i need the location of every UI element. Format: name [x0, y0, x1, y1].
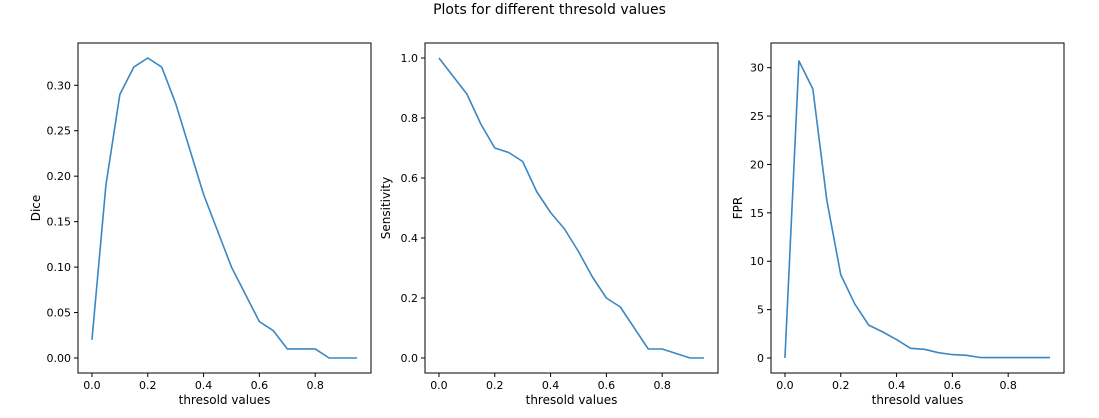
x-tick-label: 0.2: [832, 379, 850, 392]
series-line: [91, 57, 358, 359]
axes-frame: [770, 42, 1065, 374]
series-line: [438, 57, 705, 359]
y-tick-label: 1.0: [401, 52, 419, 65]
y-axis-label: Dice: [29, 195, 43, 222]
x-tick-label: 0.8: [653, 379, 671, 392]
axes-frame: [77, 42, 372, 374]
chart-panel-3: 0.0 0.2 0.4 0.6 0.8 0 5 10 15 20 25 30 thresold valu…: [731, 42, 1065, 407]
x-tick-label: 0.2: [486, 379, 504, 392]
x-tick-label: 0.6: [944, 379, 962, 392]
y-tick-label: 0.2: [401, 292, 419, 305]
y-tick-label: 0.00: [47, 352, 72, 365]
y-tick-label: 20: [750, 158, 764, 171]
y-tick-label: 25: [750, 110, 764, 123]
x-tick-label: 0.4: [542, 379, 560, 392]
y-tick-label: 10: [750, 255, 764, 268]
y-tick-label: 0.8: [401, 112, 419, 125]
x-tick-label: 0.0: [83, 379, 101, 392]
y-tick-label: 5: [757, 304, 764, 317]
x-tick-label: 0.4: [888, 379, 906, 392]
y-tick-label: 0.4: [401, 232, 419, 245]
y-axis-label: FPR: [731, 197, 745, 219]
y-tick-label: 0.6: [401, 172, 419, 185]
y-tick-label: 30: [750, 62, 764, 75]
x-axis-label: thresold values: [526, 393, 618, 407]
x-tick-label: 0.2: [139, 379, 157, 392]
y-tick-label: 0.20: [47, 170, 72, 183]
x-axis-label: thresold values: [872, 393, 964, 407]
x-tick-label: 0.6: [251, 379, 269, 392]
y-tick-label: 0.10: [47, 261, 72, 274]
axes-frame: [424, 42, 719, 374]
x-tick-label: 0.8: [306, 379, 324, 392]
y-tick-label: 0.25: [47, 125, 72, 138]
y-tick-label: 0: [757, 352, 764, 365]
figure-title: Plots for different thresold values: [433, 2, 666, 18]
series-line: [784, 60, 1051, 359]
chart-panel-1: 0.0 0.2 0.4 0.6 0.8 0.00 0.05 0.10 0.15 0.20 0.25 0…: [29, 42, 372, 407]
y-tick-label: 15: [750, 207, 764, 220]
y-tick-label: 0.30: [47, 79, 72, 92]
x-tick-label: 0.6: [598, 379, 616, 392]
y-tick-label: 0.15: [47, 216, 72, 229]
y-tick-label: 0.05: [47, 307, 72, 320]
x-tick-label: 0.0: [430, 379, 448, 392]
chart-panel-2: 0.0 0.2 0.4 0.6 0.8 0.0 0.2 0.4 0.6 0.8 1.0 thresol…: [379, 42, 719, 407]
x-axis-label: thresold values: [179, 393, 271, 407]
x-tick-label: 0.4: [195, 379, 213, 392]
y-axis-label: Sensitivity: [379, 177, 393, 239]
y-tick-label: 0.0: [401, 352, 419, 365]
x-tick-label: 0.8: [999, 379, 1017, 392]
x-tick-label: 0.0: [776, 379, 794, 392]
